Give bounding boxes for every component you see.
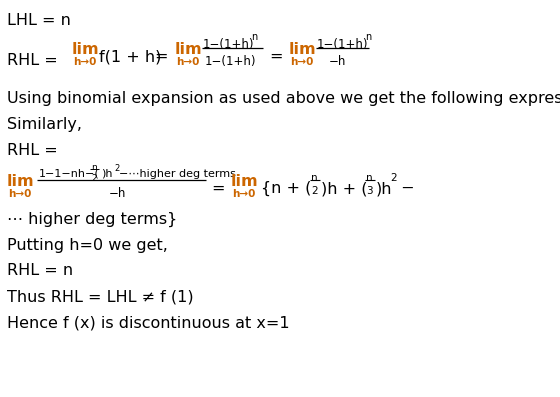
Text: lim: lim <box>72 42 100 57</box>
Text: 1−(1+h): 1−(1+h) <box>203 38 254 51</box>
Text: n: n <box>366 173 372 183</box>
Text: 2: 2 <box>311 186 318 196</box>
Text: 1−1−nh−(: 1−1−nh−( <box>39 169 100 179</box>
Text: n: n <box>251 32 257 42</box>
Text: Similarly,: Similarly, <box>7 117 82 132</box>
Text: h→0: h→0 <box>290 57 314 67</box>
Text: 2: 2 <box>114 164 119 173</box>
Text: RHL = n: RHL = n <box>7 263 73 278</box>
Text: h→0: h→0 <box>73 57 96 67</box>
Text: 1−(1+h): 1−(1+h) <box>317 38 368 51</box>
Text: lim: lim <box>289 42 316 57</box>
Text: )h: )h <box>376 181 393 196</box>
Text: 1−(1+h): 1−(1+h) <box>205 55 256 68</box>
Text: ⋯ higher deg terms}: ⋯ higher deg terms} <box>7 212 178 227</box>
Text: =: = <box>211 181 225 196</box>
Text: lim: lim <box>7 174 35 189</box>
Text: )h + (: )h + ( <box>321 181 367 196</box>
Text: LHL = n: LHL = n <box>7 13 71 28</box>
Text: =: = <box>154 49 167 64</box>
Text: n: n <box>311 173 318 183</box>
Text: Putting h=0 we get,: Putting h=0 we get, <box>7 238 168 253</box>
Text: n: n <box>365 32 371 42</box>
Text: Thus RHL = LHL ≠ f (1): Thus RHL = LHL ≠ f (1) <box>7 289 194 304</box>
Text: {n + (: {n + ( <box>261 181 311 196</box>
Text: lim: lim <box>231 174 259 189</box>
Text: 3: 3 <box>366 186 373 196</box>
Text: Hence f (x) is discontinuous at x=1: Hence f (x) is discontinuous at x=1 <box>7 315 290 330</box>
Text: −: − <box>396 181 414 196</box>
Text: 2: 2 <box>390 173 396 183</box>
Text: =: = <box>269 49 282 64</box>
Text: RHL =: RHL = <box>7 53 58 68</box>
Text: RHL =: RHL = <box>7 143 58 158</box>
Text: h→0: h→0 <box>176 57 199 67</box>
Text: )h: )h <box>101 169 113 179</box>
Text: h→0: h→0 <box>8 189 31 199</box>
Text: n: n <box>91 163 97 172</box>
Text: h→0: h→0 <box>232 189 255 199</box>
Text: 2: 2 <box>91 174 97 183</box>
Text: Using binomial expansion as used above we get the following expression: Using binomial expansion as used above w… <box>7 91 560 106</box>
Text: lim: lim <box>175 42 203 57</box>
Text: −h: −h <box>109 187 127 200</box>
Text: f(1 + h): f(1 + h) <box>99 49 161 64</box>
Text: −h: −h <box>329 55 347 68</box>
Text: −⋯higher deg terms: −⋯higher deg terms <box>119 169 236 179</box>
